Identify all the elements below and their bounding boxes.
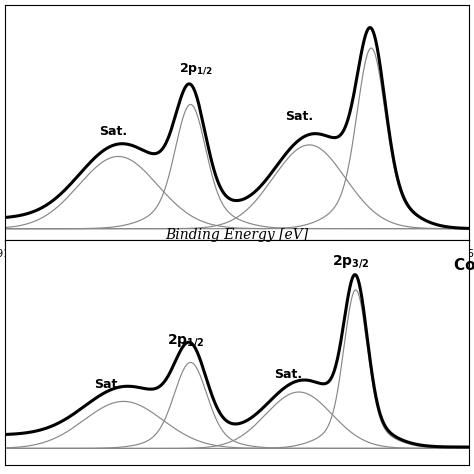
Text: Sat.: Sat. [285,110,313,123]
Text: Sat.: Sat. [94,378,122,391]
Text: $\mathbf{2p_{3/2}}$: $\mathbf{2p_{3/2}}$ [332,253,369,270]
Text: Sat.: Sat. [274,368,302,381]
Text: Co 2p: Co 2p [454,258,474,273]
Text: Sat.: Sat. [99,125,127,137]
Text: $\mathbf{2p_{1/2}}$: $\mathbf{2p_{1/2}}$ [179,62,213,77]
Text: $\mathbf{2p_{1/2}}$: $\mathbf{2p_{1/2}}$ [167,332,204,349]
Text: Binding Energy [eV]: Binding Energy [eV] [165,228,309,242]
